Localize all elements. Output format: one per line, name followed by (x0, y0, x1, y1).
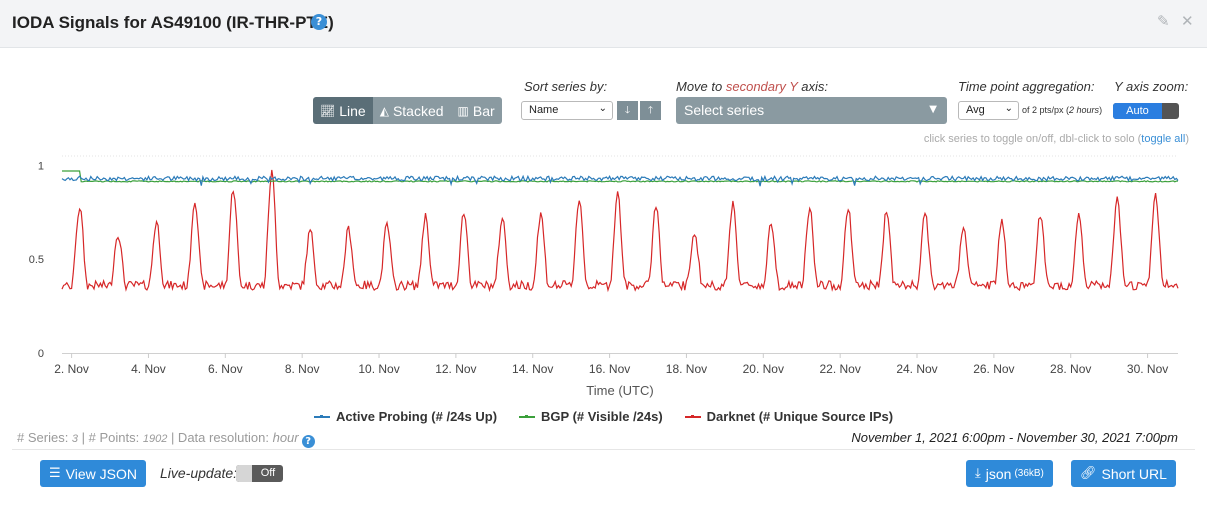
y-tick-label: 1 (38, 160, 44, 172)
footer-divider (12, 449, 1195, 450)
legend-swatch (313, 414, 330, 418)
widget-header: IODA Signals for AS49100 (IR-THR-PTE) ? … (0, 0, 1207, 48)
x-tick-label: 4. Nov (131, 362, 166, 376)
x-tick-label: 28. Nov (1050, 362, 1091, 376)
help-icon[interactable]: ? (311, 14, 327, 30)
series-line-0[interactable] (61, 174, 1179, 187)
close-icon[interactable]: ✕ (1181, 12, 1194, 30)
y-tick-label: 0.5 (29, 254, 44, 266)
list-icon: ☰ (49, 466, 61, 481)
y-zoom-toggle[interactable]: Auto (1113, 103, 1179, 119)
download-icon: ⤓ (975, 466, 981, 481)
legend-swatch (519, 414, 536, 418)
bar-chart-icon: ▥ (457, 103, 469, 118)
edit-icon[interactable]: ✎ (1157, 12, 1170, 30)
y-zoom-value: Auto (1113, 103, 1162, 119)
series-count: 3 (71, 433, 79, 445)
chart-type-bar-button[interactable]: ▥ Bar (450, 97, 502, 124)
series-hint: click series to toggle on/off, dbl-click… (923, 133, 1189, 145)
short-url-button[interactable]: 🔗︎ Short URL (1071, 460, 1176, 487)
x-tick-label: 26. Nov (973, 362, 1014, 376)
live-update-label: Live-update: (160, 465, 238, 481)
link-icon: 🔗︎ (1080, 466, 1097, 481)
caret-down-icon: ▼ (929, 104, 937, 115)
x-tick-label: 8. Nov (285, 362, 320, 376)
chart-type-group: 📈︎ Line ◭ Stacked ▥ Bar (313, 97, 502, 124)
time-range: November 1, 2021 6:00pm - November 30, 2… (851, 430, 1178, 445)
help-icon[interactable]: ? (301, 435, 315, 448)
x-tick-label: 18. Nov (666, 362, 707, 376)
view-json-button[interactable]: ☰ View JSON (40, 460, 146, 487)
legend-swatch (684, 414, 701, 418)
points-count: 1902 (142, 433, 168, 445)
x-tick-label: 14. Nov (512, 362, 553, 376)
sort-label: Sort series by: (524, 79, 608, 94)
line-chart-icon: 📈︎ (320, 103, 336, 118)
aggregation-note: of 2 pts/px (2 hours) (1022, 105, 1103, 115)
sort-select[interactable]: Name ⌄ (521, 101, 613, 120)
chart-legend: Active Probing (# /24s Up) BGP (# Visibl… (0, 409, 1207, 424)
chevron-down-icon: ⌄ (1004, 103, 1013, 114)
sort-descending-button[interactable]: 🡓 (617, 101, 638, 120)
x-tick-label: 20. Nov (743, 362, 784, 376)
x-tick-label: 6. Nov (208, 362, 243, 376)
secondary-series-select[interactable]: Select series ▼ (676, 97, 947, 124)
legend-item-bgp[interactable]: BGP (# Visible /24s) (519, 409, 663, 424)
y-tick-label: 0 (38, 348, 44, 360)
live-update-toggle[interactable]: Off (236, 465, 283, 482)
x-tick-label: 2. Nov (54, 362, 89, 376)
x-tick-label: 24. Nov (896, 362, 937, 376)
x-tick-label: 22. Nov (819, 362, 860, 376)
series-line-1[interactable] (62, 170, 1179, 183)
aggregation-select[interactable]: Avg ⌄ (958, 101, 1019, 120)
widget-title: IODA Signals for AS49100 (IR-THR-PTE) (12, 13, 334, 32)
legend-item-active-probing[interactable]: Active Probing (# /24s Up) (313, 409, 497, 424)
x-tick-label: 10. Nov (358, 362, 399, 376)
x-axis-title: Time (UTC) (586, 383, 653, 398)
live-update-value: Off (260, 467, 276, 479)
x-tick-label: 16. Nov (589, 362, 630, 376)
secondary-axis-label: Move to secondary Y axis: (676, 79, 828, 94)
download-json-button[interactable]: ⤓ json (36kB) (966, 460, 1053, 487)
x-tick-label: 30. Nov (1127, 362, 1168, 376)
zoom-label: Y axis zoom: (1114, 79, 1189, 94)
chevron-down-icon: ⌄ (598, 103, 607, 114)
chart-type-stacked-button[interactable]: ◭ Stacked (372, 97, 451, 124)
area-chart-icon: ◭ (379, 103, 389, 118)
data-resolution: hour (272, 430, 299, 445)
series-line-2[interactable] (61, 169, 1179, 293)
chart-meta: # Series: 3 | # Points: 1902 | Data reso… (17, 430, 315, 448)
legend-item-darknet[interactable]: Darknet (# Unique Source IPs) (684, 409, 893, 424)
chart-type-line-button[interactable]: 📈︎ Line (313, 97, 373, 124)
toggle-all-link[interactable]: toggle all (1141, 133, 1186, 145)
x-tick-label: 12. Nov (435, 362, 476, 376)
aggregation-label: Time point aggregation: (958, 79, 1095, 94)
sort-ascending-button[interactable]: 🡑 (640, 101, 661, 120)
signals-chart: 00.512. Nov 4. Nov 6. Nov 8. Nov 10. Nov 12. … (29, 155, 1179, 398)
